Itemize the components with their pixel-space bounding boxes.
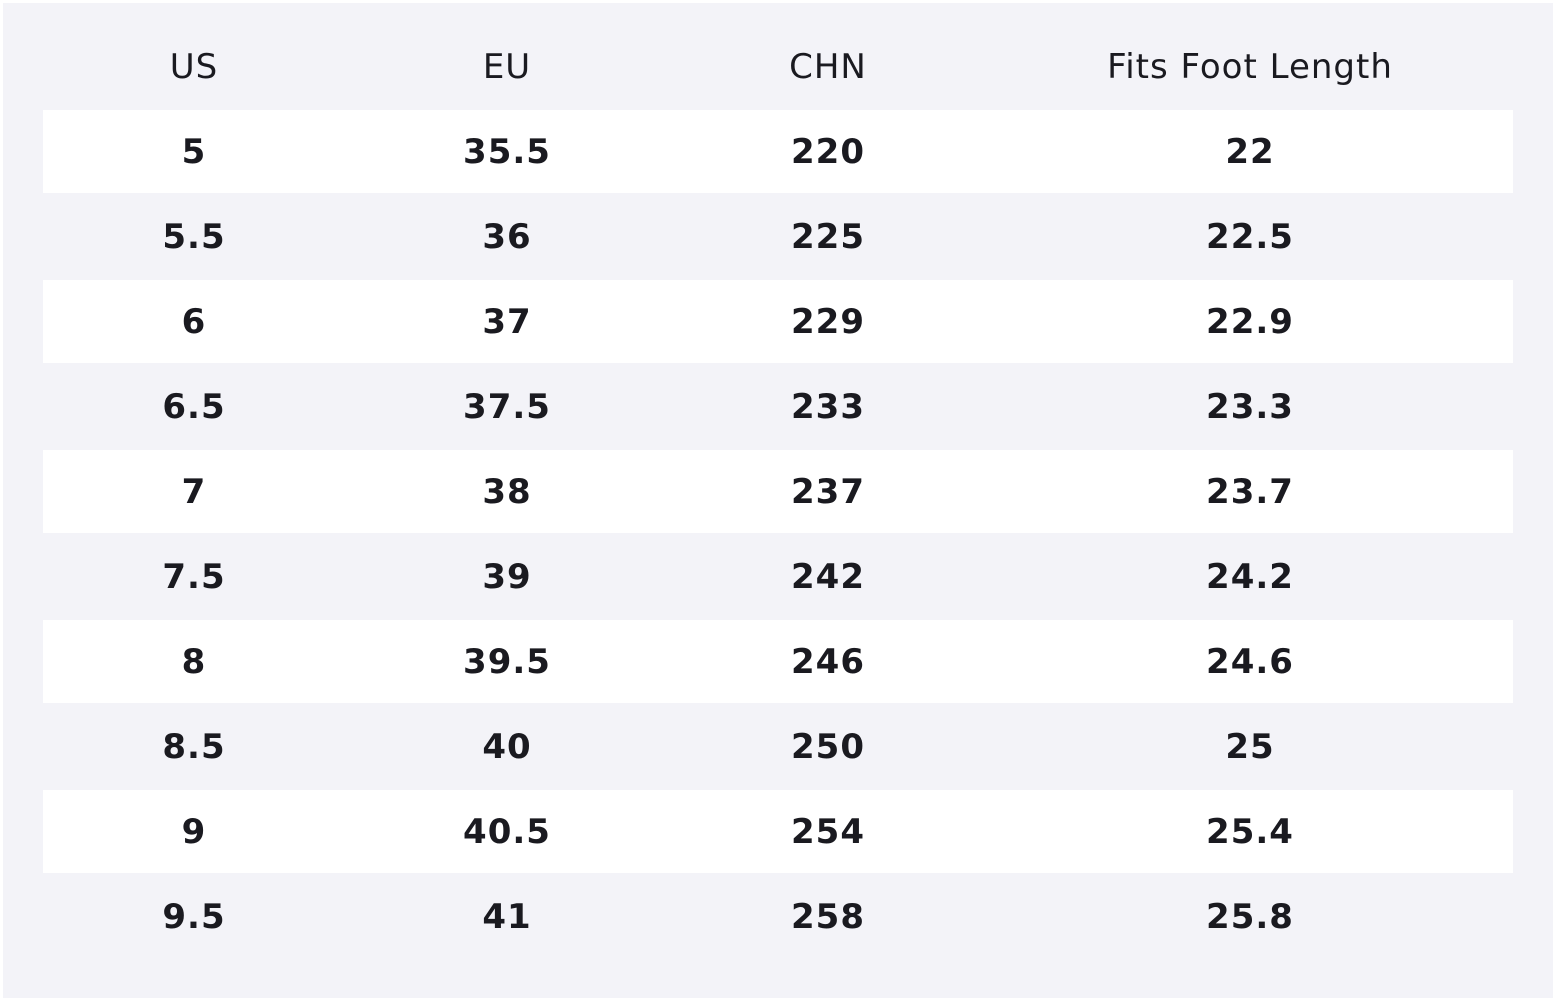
table-cell: 40.5 [463, 811, 551, 852]
table-cell: 237 [791, 471, 865, 512]
table-cell: 8 [181, 641, 207, 682]
table-cell: 23.3 [1206, 386, 1294, 427]
table-cell: 8.5 [162, 726, 226, 767]
header-cell: EU [482, 46, 532, 87]
table-row: 9 40.5 254 25.4 [43, 790, 1513, 873]
table-cell: 229 [791, 301, 865, 342]
table-cell: 6.5 [162, 386, 226, 427]
table-cell: 35.5 [463, 131, 551, 172]
table-row: 5 35.5 220 22 [43, 110, 1513, 193]
table-row: 6 37 229 22.9 [43, 280, 1513, 363]
table-cell: 41 [482, 896, 532, 937]
table-cell: 40 [482, 726, 532, 767]
table-cell: 254 [791, 811, 865, 852]
table-cell: 39 [482, 556, 532, 597]
table-cell: 22.9 [1206, 301, 1294, 342]
table-cell: 246 [791, 641, 865, 682]
table-cell: 5 [181, 131, 207, 172]
table-row: 8.5 40 250 25 [43, 705, 1513, 788]
table-cell: 233 [791, 386, 865, 427]
table-cell: 22 [1225, 131, 1275, 172]
table-cell: 24.2 [1206, 556, 1294, 597]
table-cell: 7 [181, 471, 207, 512]
table-cell: 37.5 [463, 386, 551, 427]
table-cell: 25 [1225, 726, 1275, 767]
header-row: US EU CHN Fits Foot Length [43, 25, 1513, 108]
table-row: 5.5 36 225 22.5 [43, 195, 1513, 278]
table-row: 8 39.5 246 24.6 [43, 620, 1513, 703]
size-table: US EU CHN Fits Foot Length 5 35.5 220 22 5.5 36 22… [3, 3, 1553, 998]
table-cell: 242 [791, 556, 865, 597]
table-cell: 25.4 [1206, 811, 1294, 852]
table-cell: 9 [181, 811, 207, 852]
header-cell: US [169, 46, 219, 87]
table-row: 7 38 237 23.7 [43, 450, 1513, 533]
header-cell: CHN [789, 46, 867, 87]
table-cell: 22.5 [1206, 216, 1294, 257]
table-cell: 5.5 [162, 216, 226, 257]
table-cell: 36 [482, 216, 532, 257]
table-cell: 37 [482, 301, 532, 342]
table-row: 7.5 39 242 24.2 [43, 535, 1513, 618]
table-cell: 23.7 [1206, 471, 1294, 512]
table-cell: 9.5 [162, 896, 226, 937]
table-row: 9.5 41 258 25.8 [43, 875, 1513, 958]
table-cell: 250 [791, 726, 865, 767]
table-cell: 258 [791, 896, 865, 937]
table-cell: 6 [181, 301, 207, 342]
table-cell: 39.5 [463, 641, 551, 682]
table-cell: 25.8 [1206, 896, 1294, 937]
table-row: 6.5 37.5 233 23.3 [43, 365, 1513, 448]
table-cell: 24.6 [1206, 641, 1294, 682]
table-cell: 7.5 [162, 556, 226, 597]
table-cell: 38 [482, 471, 532, 512]
table-cell: 225 [791, 216, 865, 257]
header-cell: Fits Foot Length [1107, 46, 1393, 87]
table-cell: 220 [791, 131, 865, 172]
